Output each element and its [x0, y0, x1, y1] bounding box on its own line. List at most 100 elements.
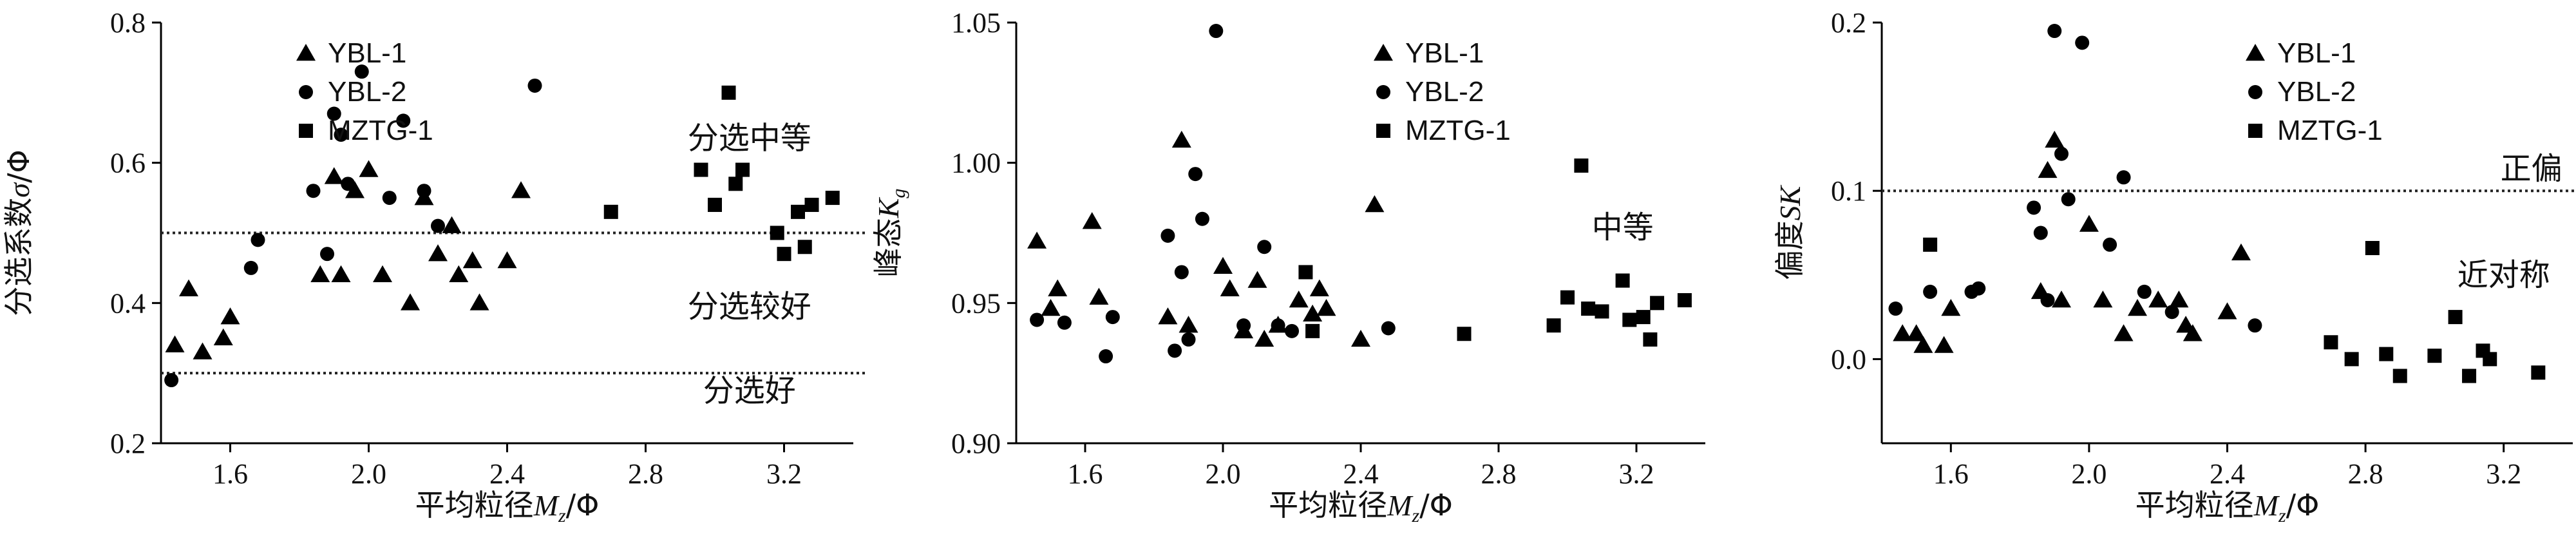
data-point-mztg-1: [1574, 158, 1589, 173]
data-point-ybl-2: [354, 64, 369, 79]
annotation-label: 近对称: [2458, 257, 2550, 293]
x-tick-label: 3.2: [766, 458, 802, 490]
x-tick-label: 1.6: [1933, 458, 1969, 490]
data-point-ybl-2: [1971, 281, 1986, 296]
data-point-ybl-1: [428, 244, 448, 262]
data-point-ybl-2: [2116, 170, 2131, 185]
data-point-mztg-1: [1643, 332, 1658, 347]
data-point-ybl-2: [1285, 323, 1299, 338]
data-point-ybl-1: [2169, 290, 2189, 308]
data-point-mztg-1: [2427, 349, 2442, 363]
x-tick-label: 2.8: [628, 458, 663, 490]
annotation-label: 分选较好: [688, 289, 811, 325]
data-point-ybl-1: [165, 335, 185, 352]
legend-marker-mztg-1: [299, 124, 313, 138]
data-point-ybl-2: [243, 260, 258, 275]
data-point-ybl-1: [1082, 212, 1102, 229]
data-point-ybl-1: [442, 216, 462, 233]
y-axis-label: 偏度SK: [1772, 184, 1807, 280]
legend-entry-ybl-2: YBL-2: [1405, 76, 1484, 108]
data-point-mztg-1: [1560, 290, 1575, 305]
y-tick-label: 1.05: [951, 7, 1001, 39]
data-point-ybl-1: [213, 328, 233, 345]
data-point-ybl-2: [1188, 167, 1203, 182]
data-point-ybl-2: [396, 113, 411, 128]
data-point-ybl-2: [527, 78, 542, 93]
data-point-mztg-1: [770, 225, 784, 240]
data-point-ybl-2: [1888, 302, 1903, 316]
data-point-ybl-1: [462, 251, 482, 269]
data-point-ybl-1: [497, 251, 517, 269]
data-point-mztg-1: [1457, 327, 1472, 341]
data-point-ybl-2: [327, 106, 341, 121]
x-tick-label: 2.0: [2071, 458, 2107, 490]
data-point-ybl-1: [1309, 279, 1329, 296]
data-point-ybl-1: [1303, 304, 1323, 321]
data-point-ybl-1: [2045, 130, 2065, 148]
x-tick-label: 2.4: [2210, 458, 2245, 490]
y-tick-label: 0.6: [110, 148, 146, 179]
legend-marker-ybl-2: [2248, 85, 2262, 99]
x-tick-label: 3.2: [1619, 458, 1654, 490]
data-point-ybl-2: [1923, 284, 1938, 299]
x-tick-label: 1.6: [213, 458, 248, 490]
data-point-ybl-1: [1289, 290, 1309, 308]
data-point-ybl-1: [2093, 290, 2113, 308]
x-tick-label: 2.0: [351, 458, 386, 490]
data-point-ybl-1: [1247, 271, 1267, 288]
data-point-ybl-1: [1913, 336, 1933, 353]
data-point-ybl-1: [1171, 130, 1191, 148]
data-point-mztg-1: [1305, 323, 1320, 338]
data-point-ybl-1: [511, 181, 531, 198]
legend-marker-ybl-1: [2246, 44, 2265, 61]
data-point-ybl-1: [324, 167, 344, 184]
data-point-ybl-2: [2248, 318, 2262, 333]
data-point-ybl-2: [1057, 315, 1072, 330]
data-point-ybl-1: [2217, 302, 2237, 320]
legend-marker-mztg-1: [2248, 124, 2262, 138]
data-point-ybl-2: [2075, 35, 2090, 50]
legend-entry-ybl-2: YBL-2: [2277, 76, 2356, 108]
data-point-ybl-1: [1041, 299, 1061, 316]
y-tick-label: 0.8: [110, 7, 146, 39]
legend-marker-ybl-2: [299, 85, 313, 99]
data-point-ybl-2: [2054, 146, 2069, 161]
data-point-mztg-1: [1546, 318, 1561, 333]
y-tick-label: 0.2: [110, 428, 146, 459]
annotation-label: 正偏: [2501, 151, 2562, 187]
data-point-ybl-1: [1934, 336, 1954, 353]
data-point-ybl-1: [310, 265, 330, 283]
annotation-label: 中等: [1592, 209, 1654, 245]
legend-entry-mztg-1: MZTG-1: [328, 115, 433, 146]
data-point-mztg-1: [603, 204, 618, 219]
data-point-mztg-1: [2483, 352, 2497, 367]
data-point-ybl-1: [179, 279, 198, 296]
data-point-mztg-1: [1650, 296, 1665, 311]
data-point-ybl-1: [1255, 329, 1274, 347]
data-point-ybl-2: [2027, 200, 2041, 215]
data-point-mztg-1: [1677, 292, 1692, 307]
legend-marker-ybl-1: [296, 44, 316, 61]
data-point-ybl-1: [331, 265, 351, 283]
data-point-ybl-2: [320, 247, 334, 262]
data-point-ybl-1: [345, 181, 365, 198]
data-point-mztg-1: [797, 240, 812, 254]
data-point-ybl-2: [1271, 318, 1285, 333]
data-point-mztg-1: [1622, 312, 1637, 327]
legend-marker-mztg-1: [1376, 124, 1390, 138]
data-point-mztg-1: [721, 85, 736, 100]
data-point-ybl-2: [1381, 321, 1396, 336]
data-point-ybl-2: [2164, 305, 2179, 320]
data-point-ybl-1: [1365, 195, 1385, 213]
data-point-ybl-2: [164, 373, 179, 388]
data-point-mztg-1: [825, 191, 840, 206]
data-point-ybl-2: [1168, 343, 1182, 358]
data-point-ybl-2: [1236, 318, 1251, 333]
legend-entry-ybl-2: YBL-2: [328, 76, 406, 108]
x-tick-label: 1.6: [1068, 458, 1103, 490]
data-point-ybl-1: [2231, 243, 2251, 261]
data-point-ybl-2: [431, 218, 445, 233]
data-point-mztg-1: [1298, 265, 1313, 280]
data-point-ybl-1: [469, 293, 489, 311]
